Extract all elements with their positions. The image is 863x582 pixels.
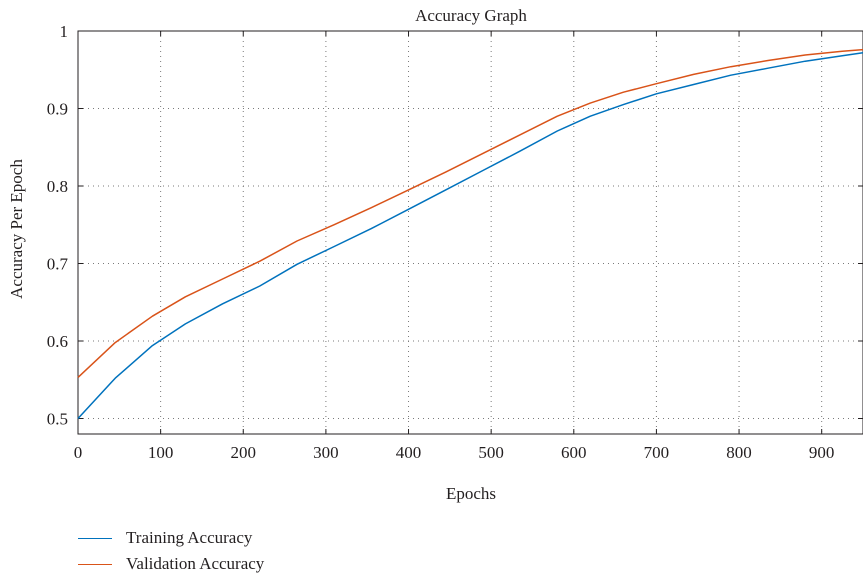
series-group	[77, 48, 863, 420]
x-tick-label: 0	[74, 443, 83, 462]
x-tick-label: 800	[726, 443, 752, 462]
training-accuracy-line	[77, 51, 863, 420]
legend-item-validation: Validation Accuracy	[78, 551, 264, 577]
validation-accuracy-line	[77, 48, 863, 378]
y-tick-label: 0.7	[47, 255, 69, 274]
grid	[78, 30, 863, 434]
x-tick-label: 500	[478, 443, 504, 462]
x-tick-label: 100	[148, 443, 174, 462]
plot-frame	[77, 30, 863, 435]
y-tick-label: 0.9	[47, 100, 68, 119]
y-tick-label: 1	[60, 22, 69, 41]
legend-swatch-training	[78, 537, 112, 539]
y-tick-label: 0.8	[47, 177, 68, 196]
legend-item-training: Training Accuracy	[78, 525, 264, 551]
x-axis-title: Epochs	[446, 484, 496, 503]
legend-label-validation: Validation Accuracy	[126, 554, 265, 573]
x-tick-label: 900	[809, 443, 835, 462]
ticks: 0 100 200 300 400 500 600 700 800 900 0.5 0.6 0.7 0.8…	[47, 22, 863, 462]
legend: Training Accuracy Validation Accuracy	[78, 525, 264, 577]
x-tick-label: 300	[313, 443, 339, 462]
x-tick-label: 400	[396, 443, 422, 462]
chart-title: Accuracy Graph	[415, 6, 527, 25]
x-tick-label: 200	[231, 443, 257, 462]
y-axis-title: Accuracy Per Epoch	[7, 159, 26, 299]
x-tick-label: 700	[644, 443, 670, 462]
legend-swatch-validation	[78, 563, 112, 565]
legend-label-training: Training Accuracy	[126, 528, 253, 547]
y-tick-label: 0.5	[47, 410, 68, 429]
y-tick-label: 0.6	[47, 332, 68, 351]
x-tick-label: 600	[561, 443, 587, 462]
